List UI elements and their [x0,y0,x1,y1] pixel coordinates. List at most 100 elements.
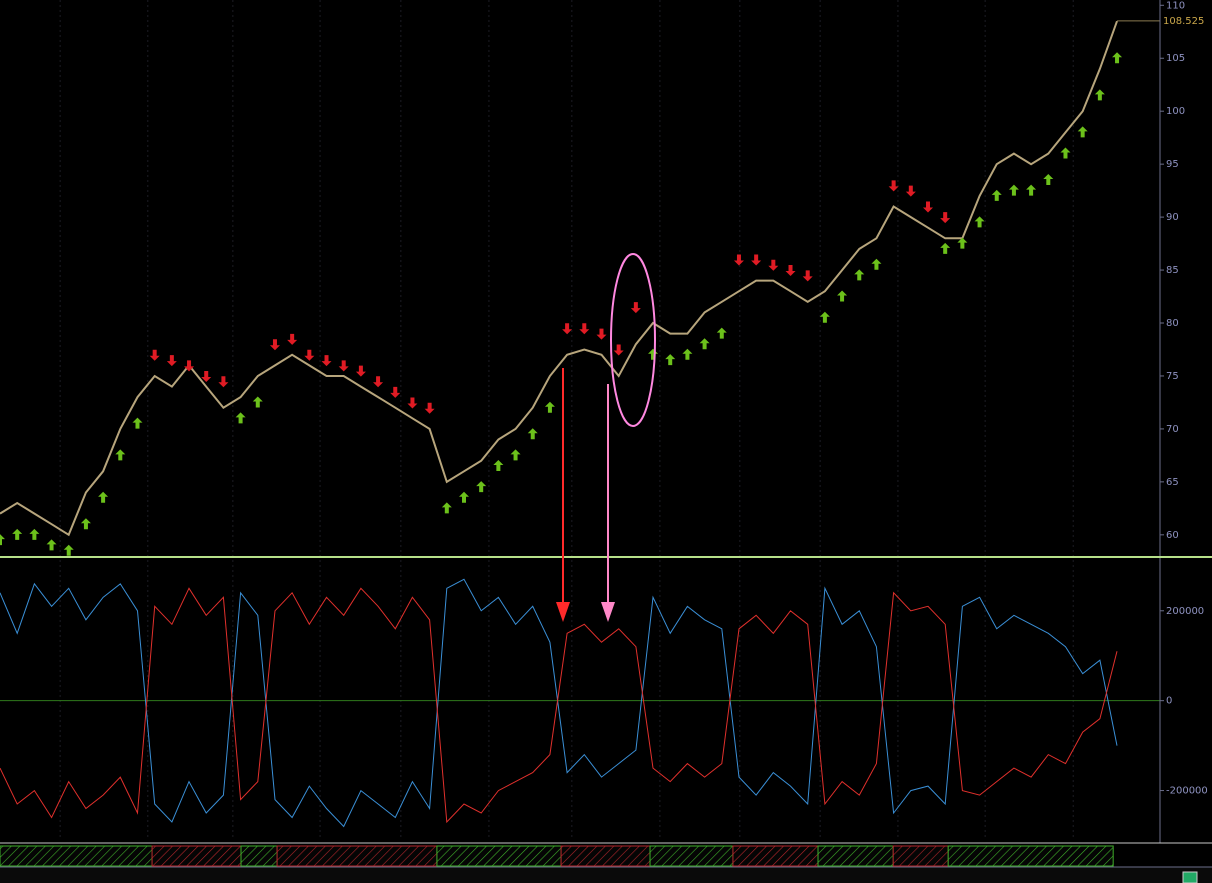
down-arrow [613,344,624,356]
down-arrow [785,265,796,277]
down-arrow [630,302,641,314]
down-arrow [923,201,933,213]
series-line [0,20,1118,537]
regime-bar [151,845,242,867]
up-arrow [1094,89,1105,101]
up-arrow [115,449,126,461]
up-arrow [493,459,504,471]
up-arrow [544,401,555,413]
up-arrow [837,290,848,302]
y-tick-label: 200000 [1166,606,1204,617]
up-arrow [699,338,710,350]
up-arrow [819,311,830,323]
up-arrow [80,518,91,530]
up-arrow [235,412,246,424]
up-arrow [132,417,143,429]
annotation-arrowhead [556,602,570,622]
up-arrow [459,491,469,503]
up-arrow [476,481,487,493]
y-tick-label: 100 [1166,106,1185,117]
down-arrow [166,355,177,367]
down-arrow [390,386,401,398]
up-arrow [1008,184,1019,196]
down-arrow [940,212,951,224]
y-tick-label: 65 [1166,477,1179,488]
up-arrow [682,348,693,360]
up-arrow [29,528,40,540]
up-arrow [63,544,74,556]
down-arrow [905,185,916,197]
down-arrow [768,259,779,271]
regime-bar [649,845,734,867]
up-arrow [871,258,882,270]
up-arrow [510,449,521,461]
y-tick-label: 105 [1166,53,1185,64]
up-arrow [940,242,951,254]
down-arrow [751,254,762,266]
regime-bar [947,845,1114,867]
y-tick-label: 60 [1166,530,1179,541]
up-arrow [441,502,452,514]
down-arrow [888,180,899,192]
up-arrow [1112,52,1123,64]
down-arrow [338,360,349,372]
y-tick-label: 70 [1166,424,1179,435]
down-arrow [287,333,298,345]
regime-bar [732,845,819,867]
y-tick-label: 80 [1166,318,1179,329]
down-arrow [321,355,332,367]
down-arrow [579,323,590,335]
down-arrow [802,270,813,282]
y-tick-label: 110 [1166,0,1185,11]
y-tick-label: 95 [1166,159,1179,170]
up-arrow [1043,174,1054,186]
up-arrow [252,396,263,408]
regime-bar [276,845,438,867]
y-tick-label: 0 [1166,696,1172,707]
time-axis [0,867,1212,883]
up-arrow [46,539,57,551]
down-arrow [269,339,280,351]
up-arrow [1026,184,1037,196]
y-tick-label: -200000 [1166,786,1208,797]
up-arrow [854,269,865,281]
regime-bar [0,845,153,867]
down-arrow [373,376,384,388]
corner-icon[interactable] [1182,871,1198,883]
up-arrow [1077,126,1088,138]
up-arrow [1060,147,1071,159]
annotation-ellipse [610,253,656,427]
down-arrow [304,349,315,361]
down-arrow [201,370,212,382]
up-arrow [716,327,727,339]
last-price-label: 108.525 [1163,16,1204,27]
regime-bar [817,845,894,867]
up-arrow [957,237,968,249]
down-arrow [218,376,229,388]
marks [0,20,1123,867]
regime-bar [436,845,562,867]
annotation-arrowhead [601,602,615,622]
y-tick-label: 75 [1166,371,1179,382]
up-arrow [665,354,676,366]
series-line [0,587,1118,824]
down-arrow [184,360,195,372]
y-tick-label: 85 [1166,265,1179,276]
up-arrow [527,428,538,440]
up-arrow [991,189,1002,201]
down-arrow [149,349,160,361]
series-line [0,578,1118,828]
up-arrow [0,534,5,546]
up-arrow [98,491,109,503]
up-arrow [974,216,985,228]
down-arrow [562,323,573,335]
down-arrow [424,402,435,414]
down-arrow [355,365,366,377]
down-arrow [596,328,607,340]
down-arrow [407,397,418,409]
y-tick-label: 90 [1166,212,1179,223]
up-arrow [12,528,23,540]
